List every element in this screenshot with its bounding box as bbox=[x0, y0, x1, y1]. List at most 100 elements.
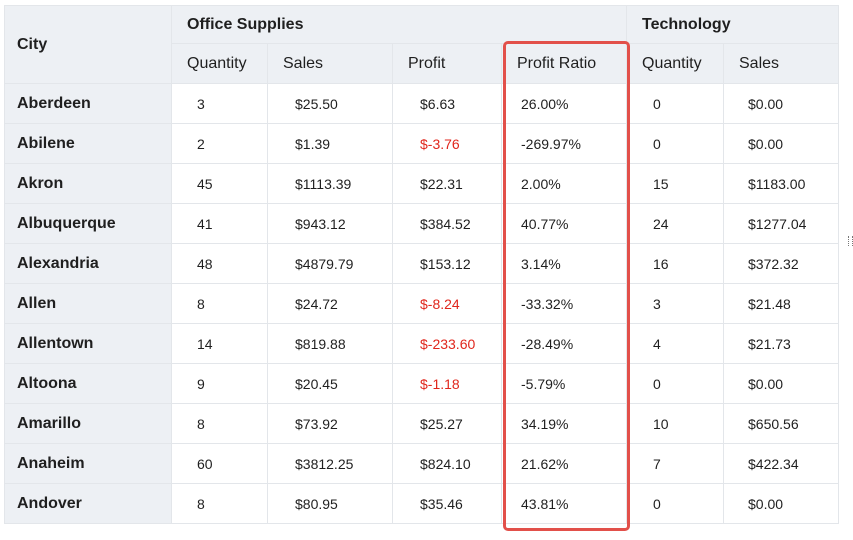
table-row[interactable]: Andover 8 $80.95 $35.46 43.81% 0 $0.00 bbox=[4, 483, 839, 524]
tech-quantity-cell: 24 bbox=[626, 203, 724, 244]
table-row[interactable]: Altoona 9 $20.45 $-1.18 -5.79% 0 $0.00 bbox=[4, 363, 839, 404]
os-profit-cell: $22.31 bbox=[392, 163, 502, 204]
os-quantity-cell: 14 bbox=[171, 323, 268, 364]
table-body: Aberdeen 3 $25.50 $6.63 26.00% 0 $0.00 Abilene 2… bbox=[4, 83, 839, 524]
tech-sales-cell: $422.34 bbox=[723, 443, 839, 484]
tech-quantity-cell: 4 bbox=[626, 323, 724, 364]
office-supplies-group-header[interactable]: Office Supplies bbox=[171, 5, 627, 44]
tech-sales-cell: $0.00 bbox=[723, 483, 839, 524]
tech-quantity-cell: 15 bbox=[626, 163, 724, 204]
tech-sales-cell: $21.48 bbox=[723, 283, 839, 324]
os-sales-cell: $943.12 bbox=[267, 203, 393, 244]
os-sales-cell: $3812.25 bbox=[267, 443, 393, 484]
column-header-row: Quantity Sales Profit Profit Ratio Quant… bbox=[5, 43, 839, 84]
row-city: Anaheim bbox=[4, 443, 172, 484]
pivot-table: City Office Supplies Technology Quantity… bbox=[4, 5, 839, 524]
os-profit-header[interactable]: Profit bbox=[392, 43, 502, 84]
os-profit-ratio-cell: 3.14% bbox=[501, 243, 627, 284]
tech-quantity-cell: 16 bbox=[626, 243, 724, 284]
tech-sales-header[interactable]: Sales bbox=[723, 43, 839, 84]
tech-sales-cell: $0.00 bbox=[723, 363, 839, 404]
row-city: Andover bbox=[4, 483, 172, 524]
os-profit-cell: $25.27 bbox=[392, 403, 502, 444]
os-profit-ratio-cell: -269.97% bbox=[501, 123, 627, 164]
tech-sales-cell: $1277.04 bbox=[723, 203, 839, 244]
os-quantity-cell: 45 bbox=[171, 163, 268, 204]
tech-sales-cell: $1183.00 bbox=[723, 163, 839, 204]
os-quantity-cell: 41 bbox=[171, 203, 268, 244]
os-profit-cell: $153.12 bbox=[392, 243, 502, 284]
tech-quantity-cell: 3 bbox=[626, 283, 724, 324]
os-sales-cell: $73.92 bbox=[267, 403, 393, 444]
os-profit-ratio-cell: -5.79% bbox=[501, 363, 627, 404]
row-city: Altoona bbox=[4, 363, 172, 404]
tech-quantity-cell: 0 bbox=[626, 363, 724, 404]
table-row[interactable]: Allentown 14 $819.88 $-233.60 -28.49% 4 $21.73 bbox=[4, 323, 839, 364]
os-quantity-cell: 2 bbox=[171, 123, 268, 164]
tech-quantity-cell: 0 bbox=[626, 483, 724, 524]
os-profit-ratio-cell: 2.00% bbox=[501, 163, 627, 204]
table-row[interactable]: Allen 8 $24.72 $-8.24 -33.32% 3 $21.48 bbox=[4, 283, 839, 324]
os-profit-ratio-cell: -28.49% bbox=[501, 323, 627, 364]
os-profit-cell: $-1.18 bbox=[392, 363, 502, 404]
row-city: Allentown bbox=[4, 323, 172, 364]
tech-quantity-cell: 10 bbox=[626, 403, 724, 444]
city-column-header[interactable]: City bbox=[4, 5, 172, 84]
os-profit-ratio-cell: -33.32% bbox=[501, 283, 627, 324]
os-profit-ratio-cell: 21.62% bbox=[501, 443, 627, 484]
os-profit-ratio-cell: 43.81% bbox=[501, 483, 627, 524]
tech-quantity-cell: 0 bbox=[626, 123, 724, 164]
tech-sales-cell: $0.00 bbox=[723, 83, 839, 124]
os-profit-ratio-cell: 34.19% bbox=[501, 403, 627, 444]
os-sales-cell: $1.39 bbox=[267, 123, 393, 164]
row-city: Amarillo bbox=[4, 403, 172, 444]
group-header-row: City Office Supplies Technology bbox=[4, 5, 839, 84]
os-quantity-cell: 60 bbox=[171, 443, 268, 484]
table-row[interactable]: Aberdeen 3 $25.50 $6.63 26.00% 0 $0.00 bbox=[4, 83, 839, 124]
table-row[interactable]: Alexandria 48 $4879.79 $153.12 3.14% 16 $372.3… bbox=[4, 243, 839, 284]
row-city: Abilene bbox=[4, 123, 172, 164]
row-city: Allen bbox=[4, 283, 172, 324]
row-city: Aberdeen bbox=[4, 83, 172, 124]
os-quantity-cell: 9 bbox=[171, 363, 268, 404]
tech-quantity-cell: 7 bbox=[626, 443, 724, 484]
os-profit-ratio-header[interactable]: Profit Ratio bbox=[501, 43, 627, 84]
tech-quantity-cell: 0 bbox=[626, 83, 724, 124]
os-profit-ratio-cell: 26.00% bbox=[501, 83, 627, 124]
tech-quantity-header[interactable]: Quantity bbox=[626, 43, 724, 84]
table-row[interactable]: Amarillo 8 $73.92 $25.27 34.19% 10 $650.56 bbox=[4, 403, 839, 444]
tech-sales-cell: $650.56 bbox=[723, 403, 839, 444]
os-profit-cell: $35.46 bbox=[392, 483, 502, 524]
os-sales-cell: $4879.79 bbox=[267, 243, 393, 284]
os-profit-cell: $-3.76 bbox=[392, 123, 502, 164]
os-sales-cell: $20.45 bbox=[267, 363, 393, 404]
os-sales-cell: $819.88 bbox=[267, 323, 393, 364]
table-row[interactable]: Albuquerque 41 $943.12 $384.52 40.77% 24 $1277… bbox=[4, 203, 839, 244]
os-quantity-cell: 8 bbox=[171, 403, 268, 444]
os-sales-cell: $80.95 bbox=[267, 483, 393, 524]
os-sales-cell: $1113.39 bbox=[267, 163, 393, 204]
os-profit-ratio-cell: 40.77% bbox=[501, 203, 627, 244]
tech-sales-cell: $372.32 bbox=[723, 243, 839, 284]
table-row[interactable]: Anaheim 60 $3812.25 $824.10 21.62% 7 $422.34 bbox=[4, 443, 839, 484]
os-quantity-cell: 48 bbox=[171, 243, 268, 284]
table-row[interactable]: Akron 45 $1113.39 $22.31 2.00% 15 $1183.00 bbox=[4, 163, 839, 204]
os-profit-cell: $824.10 bbox=[392, 443, 502, 484]
os-sales-cell: $25.50 bbox=[267, 83, 393, 124]
os-quantity-cell: 8 bbox=[171, 483, 268, 524]
os-quantity-cell: 3 bbox=[171, 83, 268, 124]
tech-sales-cell: $21.73 bbox=[723, 323, 839, 364]
os-sales-cell: $24.72 bbox=[267, 283, 393, 324]
os-quantity-header[interactable]: Quantity bbox=[171, 43, 268, 84]
row-city: Akron bbox=[4, 163, 172, 204]
technology-group-header[interactable]: Technology bbox=[626, 5, 839, 44]
os-quantity-cell: 8 bbox=[171, 283, 268, 324]
os-profit-cell: $-233.60 bbox=[392, 323, 502, 364]
resize-handle[interactable] bbox=[848, 236, 853, 246]
tech-sales-cell: $0.00 bbox=[723, 123, 839, 164]
table-row[interactable]: Abilene 2 $1.39 $-3.76 -269.97% 0 $0.00 bbox=[4, 123, 839, 164]
os-profit-cell: $6.63 bbox=[392, 83, 502, 124]
os-sales-header[interactable]: Sales bbox=[267, 43, 393, 84]
os-profit-cell: $384.52 bbox=[392, 203, 502, 244]
row-city: Alexandria bbox=[4, 243, 172, 284]
